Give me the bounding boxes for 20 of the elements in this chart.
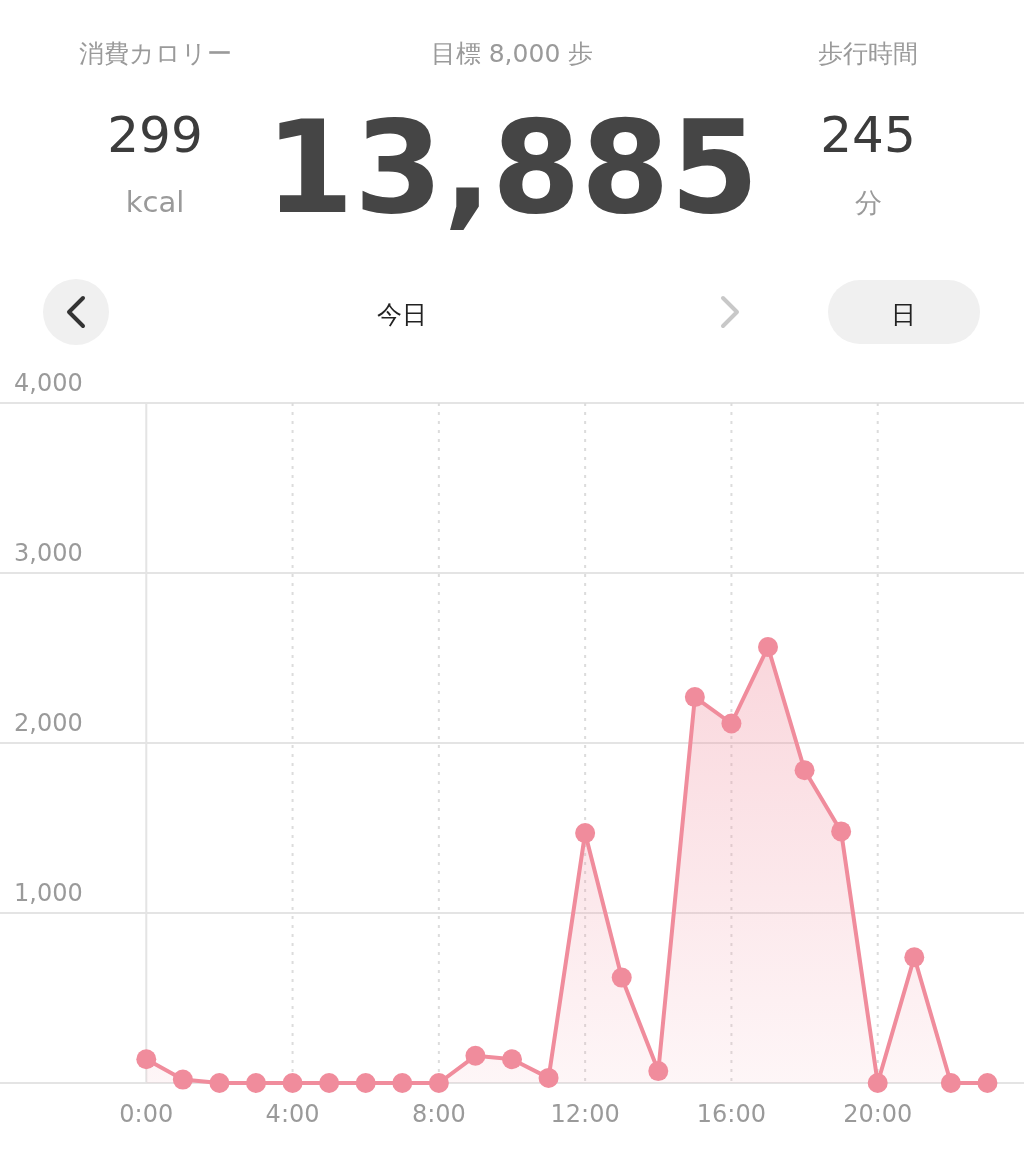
- text: 分: [854, 187, 882, 218]
- text: 今日: [377, 300, 427, 329]
- text: 日: [890, 300, 916, 329]
- text: 消費カロリー: [78, 39, 232, 68]
- x-tick-label: 12:00: [550, 1100, 620, 1128]
- x-tick-label: 8:00: [411, 1100, 466, 1128]
- x-tick-label: 4:00: [265, 1100, 320, 1128]
- y-tick-label: 4,000: [14, 369, 83, 397]
- text: 目標 8,000 歩: [430, 39, 594, 68]
- text: 13,885: [265, 93, 759, 242]
- y-tick-label: 1,000: [14, 879, 83, 907]
- y-tick-label: 3,000: [14, 539, 83, 567]
- text: 245: [820, 106, 916, 164]
- x-tick-label: 0:00: [119, 1100, 174, 1128]
- text: 299: [107, 106, 203, 164]
- y-tick-label: 2,000: [14, 709, 83, 737]
- x-tick-label: 16:00: [696, 1100, 767, 1128]
- x-tick-label: 20:00: [843, 1100, 913, 1128]
- text: 歩行時間: [818, 39, 918, 68]
- text: kcal: [125, 185, 185, 219]
